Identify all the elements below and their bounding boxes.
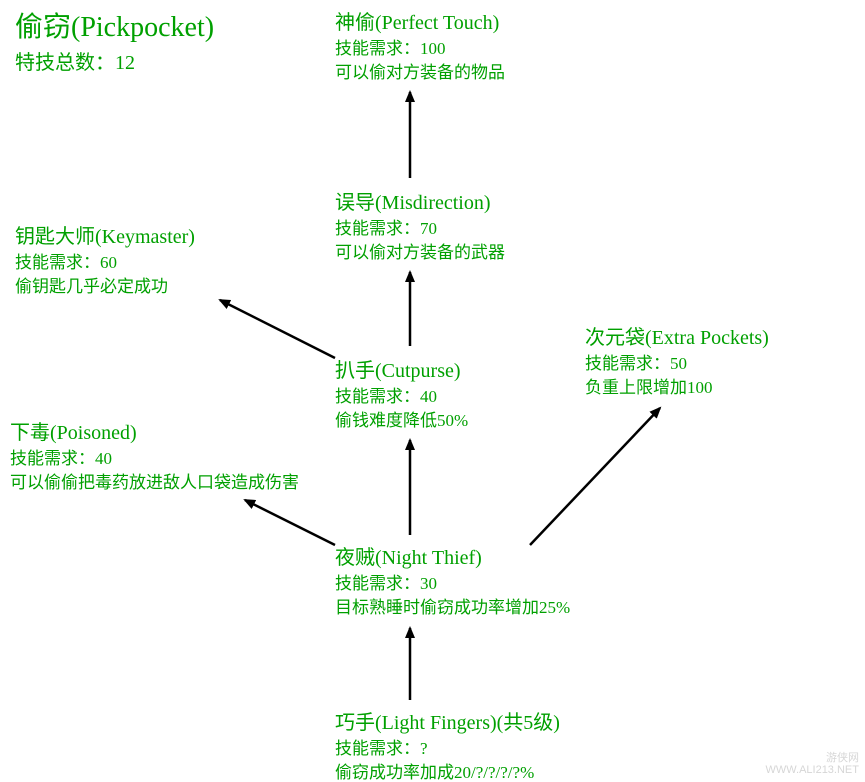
perk-desc: 可以偷对方装备的武器	[335, 241, 505, 265]
perk-title: 神偷(Perfect Touch)	[335, 10, 505, 37]
perk-cutpurse: 扒手(Cutpurse) 技能需求：40 偷钱难度降低50%	[335, 358, 468, 433]
tree-header: 偷窃(Pickpocket) 特技总数：12	[15, 10, 214, 75]
perk-title: 钥匙大师(Keymaster)	[15, 224, 195, 251]
perk-req: 技能需求：?	[335, 737, 560, 761]
perk-extra-pockets: 次元袋(Extra Pockets) 技能需求：50 负重上限增加100	[585, 325, 769, 400]
watermark: 游侠网 WWW.ALI213.NET	[765, 752, 859, 776]
perk-desc: 偷窃成功率加成20/?/?/?/?%	[335, 761, 560, 782]
tree-title: 偷窃(Pickpocket)	[15, 10, 214, 46]
perk-keymaster: 钥匙大师(Keymaster) 技能需求：60 偷钥匙几乎必定成功	[15, 224, 195, 299]
perk-misdirection: 误导(Misdirection) 技能需求：70 可以偷对方装备的武器	[335, 190, 505, 265]
perk-req: 技能需求：30	[335, 572, 570, 596]
perk-req: 技能需求：50	[585, 352, 769, 376]
perk-desc: 目标熟睡时偷窃成功率增加25%	[335, 596, 570, 620]
perk-desc: 偷钱难度降低50%	[335, 409, 468, 433]
watermark-line2: WWW.ALI213.NET	[765, 764, 859, 776]
perk-night-thief: 夜贼(Night Thief) 技能需求：30 目标熟睡时偷窃成功率增加25%	[335, 545, 570, 620]
perk-title: 扒手(Cutpurse)	[335, 358, 468, 385]
perk-desc: 可以偷偷把毒药放进敌人口袋造成伤害	[10, 471, 299, 495]
perk-desc: 偷钥匙几乎必定成功	[15, 275, 195, 299]
perk-title: 误导(Misdirection)	[335, 190, 505, 217]
edge-cutpurse-to-keymaster	[220, 300, 335, 358]
perk-perfect-touch: 神偷(Perfect Touch) 技能需求：100 可以偷对方装备的物品	[335, 10, 505, 85]
perk-title: 下毒(Poisoned)	[10, 420, 299, 447]
perk-title: 巧手(Light Fingers)(共5级)	[335, 710, 560, 737]
perk-req: 技能需求：70	[335, 217, 505, 241]
tree-subtitle: 特技总数：12	[15, 46, 214, 75]
edge-night_thief-to-extra_pockets	[530, 408, 660, 545]
skill-tree-canvas: 偷窃(Pickpocket) 特技总数：12 神偷(Perfect Touch)…	[0, 0, 865, 782]
perk-title: 夜贼(Night Thief)	[335, 545, 570, 572]
perk-desc: 负重上限增加100	[585, 376, 769, 400]
perk-req: 技能需求：100	[335, 37, 505, 61]
perk-poisoned: 下毒(Poisoned) 技能需求：40 可以偷偷把毒药放进敌人口袋造成伤害	[10, 420, 299, 495]
edge-night_thief-to-poisoned	[245, 500, 335, 545]
watermark-line1: 游侠网	[765, 752, 859, 764]
perk-req: 技能需求：60	[15, 251, 195, 275]
perk-req: 技能需求：40	[335, 385, 468, 409]
perk-req: 技能需求：40	[10, 447, 299, 471]
perk-title: 次元袋(Extra Pockets)	[585, 325, 769, 352]
perk-light-fingers: 巧手(Light Fingers)(共5级) 技能需求：? 偷窃成功率加成20/…	[335, 710, 560, 782]
perk-desc: 可以偷对方装备的物品	[335, 61, 505, 85]
